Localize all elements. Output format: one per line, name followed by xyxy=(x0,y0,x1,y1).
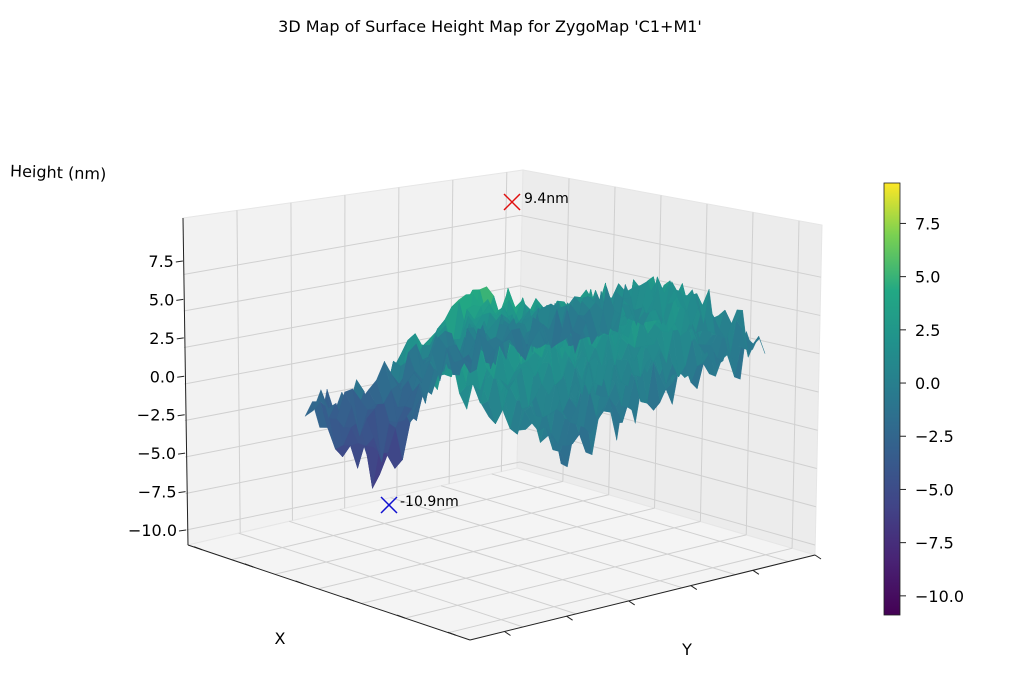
chart-title: 3D Map of Surface Height Map for ZygoMap… xyxy=(278,17,702,36)
z-axis-line xyxy=(182,217,189,546)
x-tick-mark xyxy=(244,563,254,568)
z-tick-mark xyxy=(178,529,187,532)
grid-line xyxy=(185,461,521,531)
z-tick-label: 7.5 xyxy=(148,252,173,271)
colorbar-tick-label: −10.0 xyxy=(915,587,964,606)
z-tick-label: 0.0 xyxy=(150,367,175,386)
grid-line xyxy=(390,497,683,589)
x-ticks xyxy=(193,546,457,636)
y-tick-mark xyxy=(566,615,573,621)
colorbar-ticks: −10.0 −7.5 −5.0 −2.5 0.0 2.5 5.0 7.5 xyxy=(900,214,964,606)
z-tick-label: −2.5 xyxy=(137,406,176,425)
colorbar-tick-label: 0.0 xyxy=(915,374,940,393)
z-tick-mark xyxy=(177,375,185,378)
y-tick-mark xyxy=(628,600,635,606)
colorbar xyxy=(883,182,901,616)
z-tick-label: −7.5 xyxy=(138,483,177,502)
min-label: -10.9nm xyxy=(400,494,459,510)
grid-line xyxy=(361,521,701,604)
x-axis-label: X xyxy=(275,629,286,648)
grid-line xyxy=(318,507,655,590)
z-tick-mark xyxy=(176,337,184,340)
colorbar-tick-label: 5.0 xyxy=(915,268,940,287)
y-ticks xyxy=(504,554,822,636)
grid-line xyxy=(274,494,609,575)
grid-line xyxy=(404,534,747,619)
x-tick-mark xyxy=(396,614,406,619)
min-marker xyxy=(380,496,398,514)
x-tick-mark xyxy=(295,580,304,585)
grid-line xyxy=(289,520,577,615)
y-tick-mark xyxy=(504,631,511,636)
grid-line xyxy=(519,461,816,546)
x-tick-mark xyxy=(193,546,203,551)
colorbar-tick-label: −2.5 xyxy=(915,427,954,446)
x-tick-mark xyxy=(346,597,355,602)
z-tick-label: −10.0 xyxy=(128,521,177,540)
y-tick-mark xyxy=(814,554,822,560)
grid-line xyxy=(448,547,793,634)
grid-line xyxy=(183,214,521,275)
z-axis-label: Height (nm) xyxy=(10,161,107,183)
z-tick-mark xyxy=(178,491,186,494)
grid-line xyxy=(791,220,800,549)
z-tick-label: 2.5 xyxy=(149,329,174,348)
colorbar-tick-label: −7.5 xyxy=(915,534,954,553)
z-tick-mark xyxy=(175,260,183,263)
grid-line xyxy=(745,212,754,535)
z-tick-mark xyxy=(177,414,185,417)
colorbar-tick-label: 2.5 xyxy=(915,321,940,340)
surface-facet xyxy=(566,309,581,354)
z-tick-label: 5.0 xyxy=(149,290,174,309)
max-label: 9.4nm xyxy=(524,191,569,207)
grid-line xyxy=(491,473,789,563)
grid-line xyxy=(183,250,521,312)
y-axis-line xyxy=(469,554,816,641)
z-tick-label: −5.0 xyxy=(137,444,176,463)
colorbar-tick-label: 7.5 xyxy=(915,214,940,233)
x-tick-mark xyxy=(447,631,457,636)
grid-line xyxy=(185,426,521,494)
grid-line xyxy=(231,480,563,561)
y-tick-mark xyxy=(690,585,698,591)
max-marker xyxy=(503,193,521,211)
y-tick-mark xyxy=(752,569,760,575)
grid-line xyxy=(440,485,736,576)
z-tick-mark xyxy=(176,298,184,301)
grid-line xyxy=(519,214,822,278)
y-axis-label: Y xyxy=(681,640,692,659)
grid-line xyxy=(238,532,524,628)
z-tick-mark xyxy=(178,452,186,455)
x-axis-line xyxy=(187,544,471,641)
z-ticks: −10.0 −7.5 −5.0 −2.5 0.0 2.5 5.0 7.5 xyxy=(128,252,187,540)
height-surface xyxy=(304,276,766,489)
grid-line xyxy=(339,508,630,602)
colorbar-tick-label: −5.0 xyxy=(915,480,954,499)
grid-line xyxy=(236,210,241,533)
